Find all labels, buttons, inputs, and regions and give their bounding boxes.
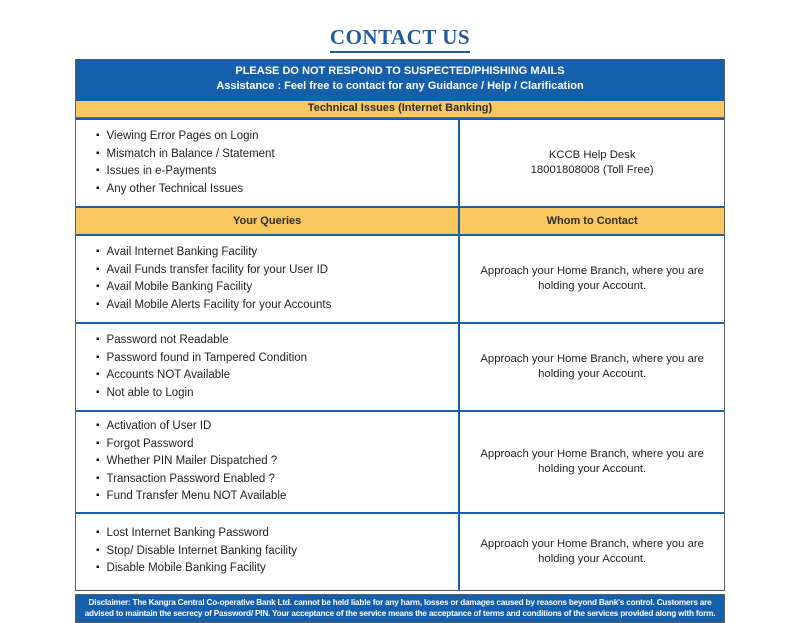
queries-list: Activation of User IDForgot PasswordWhet… xyxy=(96,418,287,506)
contact-cell: Approach your Home Branch, where you are… xyxy=(458,324,724,410)
query-item: Activation of User ID xyxy=(96,418,286,436)
contact-text: Approach your Home Branch, where you are… xyxy=(480,353,704,380)
query-item: Whether PIN Mailer Dispatched ? xyxy=(96,453,286,471)
page-title: CONTACT US xyxy=(329,25,471,53)
query-item: Forgot Password xyxy=(96,436,286,454)
page-header: CONTACT US xyxy=(0,0,800,53)
columns-header-row: Your Queries Whom to Contact xyxy=(76,206,724,234)
banner-line-1: PLEASE DO NOT RESPOND TO SUSPECTED/PHISH… xyxy=(235,65,565,77)
query-item: Accounts NOT Available xyxy=(96,367,307,385)
contact-cell: Approach your Home Branch, where you are… xyxy=(458,412,724,512)
query-item: Password found in Tampered Condition xyxy=(96,350,308,368)
query-item: Viewing Error Pages on Login xyxy=(96,128,275,146)
query-item: Stop/ Disable Internet Banking facility xyxy=(96,543,298,561)
query-item: Password not Readable xyxy=(96,332,307,350)
query-item: Avail Funds transfer facility for your U… xyxy=(96,262,331,280)
column-header-whom-to-contact: Whom to Contact xyxy=(458,208,724,234)
banner-line-2: Assistance : Feel free to contact for an… xyxy=(216,80,584,92)
query-item: Avail Internet Banking Facility xyxy=(96,244,331,262)
helpdesk-name: KCCB Help Desk xyxy=(548,149,636,161)
query-row: Password not ReadablePassword found in T… xyxy=(76,322,724,410)
technical-queries-list: Viewing Error Pages on LoginMismatch in … xyxy=(96,128,275,198)
contact-table: PLEASE DO NOT RESPOND TO SUSPECTED/PHISH… xyxy=(75,59,725,591)
contact-cell: Approach your Home Branch, where you are… xyxy=(458,513,724,590)
query-item: Any other Technical Issues xyxy=(96,181,275,199)
disclaimer-bar: Disclaimer: The Kangra Central Co-operat… xyxy=(75,593,725,623)
technical-issues-row: Viewing Error Pages on LoginMismatch in … xyxy=(76,118,724,206)
queries-cell: Lost Internet Banking PasswordStop/ Disa… xyxy=(76,514,458,590)
query-item: Fund Transfer Menu NOT Available xyxy=(96,488,287,506)
contact-text: Approach your Home Branch, where you are… xyxy=(480,265,704,292)
column-header-your-queries: Your Queries xyxy=(76,208,459,234)
contact-cell: Approach your Home Branch, where you are… xyxy=(458,236,724,322)
section-header-technical-issues: Technical Issues (Internet Banking) xyxy=(76,99,724,118)
query-item: Issues in e-Payments xyxy=(96,163,275,181)
query-item: Lost Internet Banking Password xyxy=(96,525,297,543)
queries-list: Password not ReadablePassword found in T… xyxy=(96,332,308,403)
queries-cell: Password not ReadablePassword found in T… xyxy=(76,324,458,410)
contact-table-wrap: PLEASE DO NOT RESPOND TO SUSPECTED/PHISH… xyxy=(75,59,725,623)
phishing-warning-banner: PLEASE DO NOT RESPOND TO SUSPECTED/PHISH… xyxy=(76,60,724,99)
query-item: Not able to Login xyxy=(96,385,307,403)
query-item: Avail Mobile Banking Facility xyxy=(96,279,331,297)
contact-text: Approach your Home Branch, where you are… xyxy=(480,447,704,475)
query-item: Disable Mobile Banking Facility xyxy=(96,560,297,578)
helpdesk-tollfree-number: 18001808008 (Toll Free) xyxy=(530,164,654,176)
queries-list: Avail Internet Banking FacilityAvail Fun… xyxy=(96,244,332,315)
queries-list: Lost Internet Banking PasswordStop/ Disa… xyxy=(96,525,298,578)
queries-cell: Activation of User IDForgot PasswordWhet… xyxy=(76,412,458,512)
queries-cell: Avail Internet Banking FacilityAvail Fun… xyxy=(76,236,458,322)
technical-queries-cell: Viewing Error Pages on LoginMismatch in … xyxy=(76,120,458,206)
helpdesk-contact-cell: KCCB Help Desk 18001808008 (Toll Free) xyxy=(458,120,724,206)
query-item: Mismatch in Balance / Statement xyxy=(96,146,275,164)
query-item: Transaction Password Enabled ? xyxy=(96,471,286,489)
contact-text: Approach your Home Branch, where you are… xyxy=(480,537,704,565)
query-row: Lost Internet Banking PasswordStop/ Disa… xyxy=(76,511,724,590)
query-row: Activation of User IDForgot PasswordWhet… xyxy=(76,410,724,512)
query-row: Avail Internet Banking FacilityAvail Fun… xyxy=(76,234,724,322)
query-item: Avail Mobile Alerts Facility for your Ac… xyxy=(96,297,332,315)
